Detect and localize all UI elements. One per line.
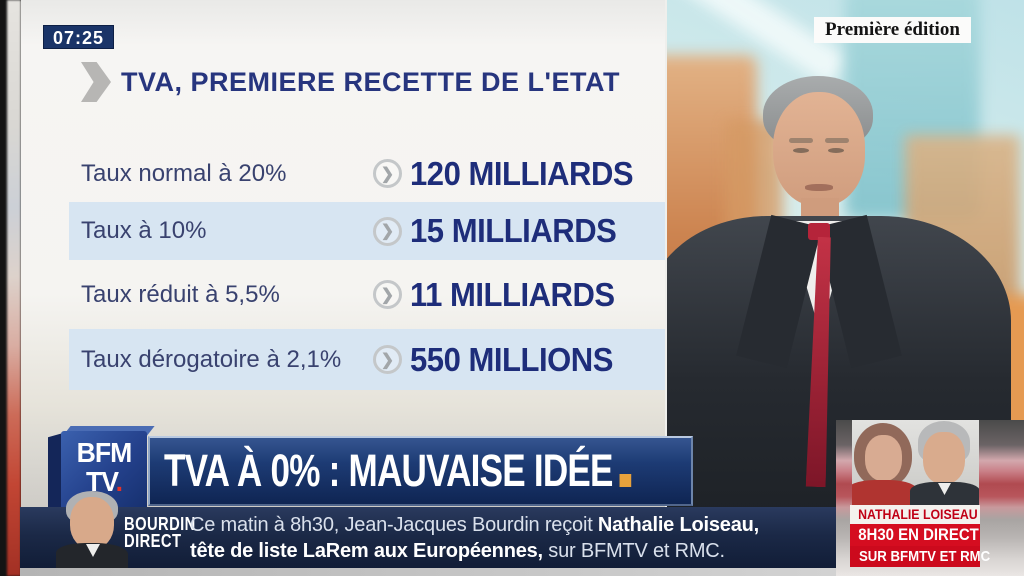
screen-edge-bar [0,0,7,576]
rate-row-10: Taux à 10% ❯ 15 MILLIARDS [69,202,685,260]
promo-time-line: 8H30 EN DIRECT [850,524,980,546]
chevron-circle-icon: ❯ [373,345,402,374]
ticker-text: Ce matin à 8h30, Jean-Jacques Bourdin re… [190,512,759,564]
ticker-line-2: tête de liste LaRem aux Européennes, sur… [190,540,725,562]
rate-row-reduit: Taux réduit à 5,5% ❯ 11 MILLIARDS [69,266,685,323]
infographic-title: TVA, PREMIERE RECETTE DE L'ETAT [121,66,620,97]
rate-row-derogatoire: Taux dérogatoire à 2,1% ❯ 550 MILLIONS [69,329,685,390]
rate-label: Taux à 10% [81,217,207,244]
rate-value: 11 MILLIARDS [410,275,615,313]
promo-guest-name: NATHALIE LOISEAU [850,505,980,524]
rate-label: Taux normal à 20% [81,159,287,187]
news-ticker: BOURDIN DIRECT Ce matin à 8h30, Jean-Jac… [20,491,836,568]
headline-text: TVA À 0% : MAUVAISE IDÉE [164,445,613,496]
infographic-title-row: TVA, PREMIERE RECETTE DE L'ETAT [81,62,620,102]
rate-row-normal: Taux normal à 20% ❯ 120 MILLIARDS [69,145,685,202]
rate-value-group: ❯ 550 MILLIONS [373,341,626,379]
promo-channels-line: SUR BFMTV ET RMC [850,546,990,567]
chevron-circle-icon: ❯ [373,280,402,309]
logo-text-bfm: BFM [76,437,133,468]
infographic-panel: TVA, PREMIERE RECETTE DE L'ETAT Taux nor… [21,0,685,507]
show-name-line1: BOURDIN [124,514,196,534]
chevron-right-icon [81,62,111,102]
show-name-label: BOURDIN DIRECT [124,514,196,551]
time-badge: 07:25 [43,25,115,49]
ticker-line-1: Ce matin à 8h30, Jean-Jacques Bourdin re… [190,514,759,536]
bourdin-portrait-small [923,432,965,484]
ticker-bottom-strip [20,568,836,576]
rate-label: Taux réduit à 5,5% [81,280,280,308]
chevron-circle-icon: ❯ [373,216,402,246]
chevron-circle-icon: ❯ [373,159,402,188]
rate-value-group: ❯ 11 MILLIARDS [373,276,628,314]
loiseau-portrait [865,435,902,481]
headline-banner: TVA À 0% : MAUVAISE IDÉE [148,436,693,506]
logo-dot: . [115,466,123,497]
guest-promo: NATHALIE LOISEAU 8H30 EN DIRECT SUR BFMT… [850,420,990,567]
rate-value-group: ❯ 15 MILLIARDS [373,212,630,250]
rate-value: 550 MILLIONS [410,340,613,378]
rate-value: 15 MILLIARDS [410,212,617,249]
bourdin-portrait [56,491,128,568]
rate-label: Taux dérogatoire à 2,1% [81,345,342,373]
studio-side-blur [7,0,21,576]
rate-value: 120 MILLIARDS [410,154,634,192]
rate-value-group: ❯ 120 MILLIARDS [373,155,647,193]
guest-promo-photos [852,420,979,505]
headline-period-square [619,474,632,487]
program-name-badge: Première édition [814,17,971,43]
show-name-line2: DIRECT [124,531,182,551]
